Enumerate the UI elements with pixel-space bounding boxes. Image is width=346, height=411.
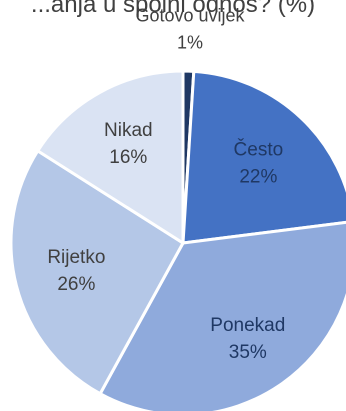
slice-value-nikad: 16% [109, 147, 147, 168]
slice-category-rijetko: Rijetko [47, 247, 105, 268]
slice-value-ponekad: 35% [229, 342, 267, 363]
slice-label-rijetko: Rijetko 26% [47, 247, 105, 295]
slice-category-nikad: Nikad [104, 120, 153, 141]
slice-label-ponekad: Ponekad 35% [210, 315, 285, 363]
slice-label-nikad: Nikad 16% [104, 120, 153, 168]
chart-title: ...anja u spolni odnos? (%) [31, 0, 315, 18]
slice-category-cesto: Često [234, 138, 284, 160]
slice-label-gotovo-uvijek: Gotovo uvijek 1% [135, 6, 245, 53]
pie-slice-rijetko [9, 149, 185, 396]
slice-value-gotovo-uvijek: 1% [177, 33, 203, 53]
slice-category-ponekad: Ponekad [210, 315, 285, 336]
pie-slice-cesto [181, 69, 346, 245]
slice-value-cesto: 22% [239, 166, 277, 187]
pie-slice-nikad [36, 69, 185, 245]
slice-label-cesto: Često 22% [234, 138, 284, 187]
slice-category-gotovo-uvijek: Gotovo uvijek [135, 6, 245, 26]
slice-value-rijetko: 26% [57, 274, 95, 295]
